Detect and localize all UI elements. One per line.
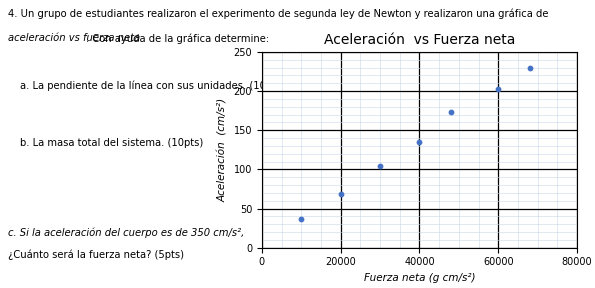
Text: ¿Cuánto será la fuerza neta? (5pts): ¿Cuánto será la fuerza neta? (5pts) bbox=[8, 249, 184, 259]
Text: aceleración vs fuerza neta: aceleración vs fuerza neta bbox=[8, 33, 140, 43]
Point bbox=[336, 192, 346, 197]
Point bbox=[494, 87, 503, 92]
Title: Aceleración  vs Fuerza neta: Aceleración vs Fuerza neta bbox=[324, 33, 515, 46]
Point bbox=[415, 140, 424, 144]
Point bbox=[446, 110, 456, 114]
Y-axis label: Aceleración  (cm/s²): Aceleración (cm/s²) bbox=[218, 98, 228, 202]
Point bbox=[525, 65, 535, 70]
Text: 4. Un grupo de estudiantes realizaron el experimento de segunda ley de Newton y : 4. Un grupo de estudiantes realizaron el… bbox=[8, 9, 548, 19]
X-axis label: Fuerza neta (g cm/s²): Fuerza neta (g cm/s²) bbox=[364, 273, 475, 283]
Text: . Con ayuda de la gráfica determine:: . Con ayuda de la gráfica determine: bbox=[86, 33, 269, 43]
Text: b. La masa total del sistema. (10pts): b. La masa total del sistema. (10pts) bbox=[20, 138, 203, 148]
Text: c. Si la aceleración del cuerpo es de 350 cm/s²,: c. Si la aceleración del cuerpo es de 35… bbox=[8, 228, 244, 238]
Point bbox=[375, 164, 385, 168]
Point bbox=[296, 216, 306, 221]
Text: a. La pendiente de la línea con sus unidades. (10pts): a. La pendiente de la línea con sus unid… bbox=[20, 81, 286, 91]
